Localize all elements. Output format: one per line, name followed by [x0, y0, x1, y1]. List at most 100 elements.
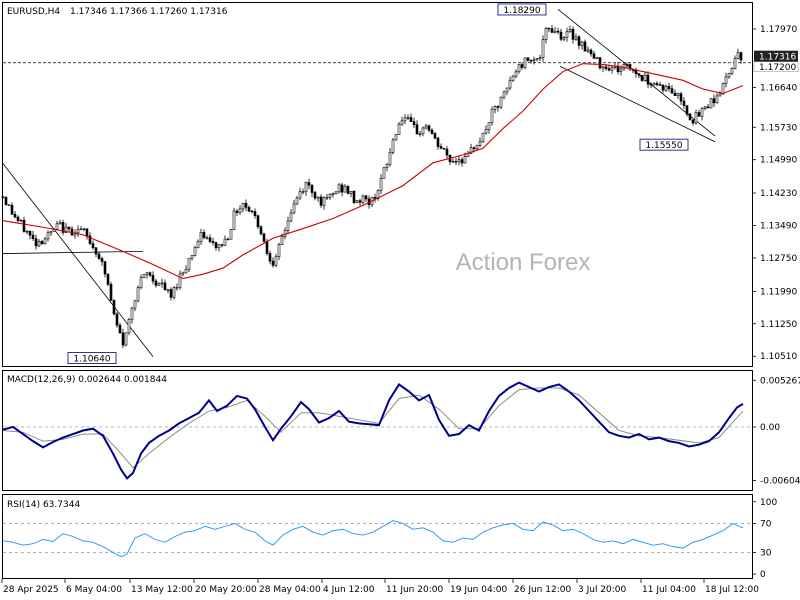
- candle-body: [655, 83, 659, 86]
- candle-body: [472, 147, 476, 150]
- candle-body: [244, 203, 248, 208]
- x-tick-label: 13 May 12:00: [131, 585, 193, 595]
- candle-body: [715, 95, 719, 104]
- macd-y-axis: 0.005267 0.00 -0.00604: [752, 376, 800, 486]
- candle-body: [67, 226, 71, 230]
- candle-body: [133, 300, 137, 309]
- x-tick-label: 11 Jul 04:00: [642, 585, 696, 595]
- x-tick-label: 6 May 04:00: [66, 585, 122, 595]
- candle-body: [259, 226, 263, 235]
- candle-body: [394, 134, 398, 141]
- price-candles: [1, 24, 743, 348]
- price-panel-frame: [2, 2, 753, 367]
- macd-main-line: [2, 381, 744, 480]
- candle-body: [361, 195, 365, 203]
- candle-body: [349, 191, 353, 194]
- candle-body: [274, 256, 278, 266]
- candle-body: [541, 39, 545, 59]
- candle-body: [640, 74, 644, 81]
- rsi-y-axis: 100 70 30 0: [752, 498, 777, 580]
- candle-body: [58, 222, 62, 225]
- candle-body: [487, 122, 491, 130]
- candle-body: [403, 117, 407, 122]
- channel-line: [2, 250, 144, 254]
- candle-body: [382, 167, 386, 179]
- macd-lines: [2, 381, 744, 480]
- candle-body: [664, 86, 668, 91]
- y-tick-label: 1.10510: [760, 352, 797, 362]
- candle-body: [271, 260, 275, 266]
- candle-body: [328, 194, 332, 198]
- x-tick-label: 4 Jun 12:00: [323, 585, 375, 595]
- candle-body: [610, 67, 614, 71]
- candle-body: [583, 41, 587, 52]
- candle-body: [649, 83, 653, 86]
- candle-body: [439, 146, 443, 149]
- x-tick-label: 3 Jul 20:00: [578, 585, 627, 595]
- candle-body: [547, 27, 551, 30]
- candle-body: [451, 161, 455, 163]
- candle-body: [412, 121, 416, 125]
- candle-body: [25, 230, 29, 233]
- candle-body: [4, 197, 8, 205]
- candle-body: [295, 197, 299, 205]
- moving-average-line: [2, 63, 744, 280]
- candle-body: [607, 68, 611, 71]
- candle-body: [202, 232, 206, 239]
- ohlc-header: 1.17346 1.17366 1.17260 1.17316: [70, 7, 228, 17]
- candle-body: [526, 57, 530, 61]
- candle-body: [376, 190, 380, 199]
- candle-body: [64, 226, 68, 233]
- candle-body: [544, 27, 548, 40]
- x-tick-label: 28 Apr 2025: [3, 585, 59, 595]
- candle-body: [433, 133, 437, 139]
- candle-body: [7, 204, 11, 206]
- candle-body: [136, 287, 140, 302]
- price-y-axis: 1.17970 1.16640 1.15730 1.14990 1.14230 1.134…: [752, 25, 799, 362]
- candle-body: [619, 68, 623, 72]
- current-price-label: 1.17316: [759, 53, 796, 63]
- candle-body: [94, 247, 98, 255]
- candle-body: [427, 125, 431, 131]
- candle-body: [208, 237, 212, 242]
- x-tick-label: 26 Jun 12:00: [514, 585, 571, 595]
- candle-body: [211, 241, 215, 243]
- candle-body: [121, 332, 125, 346]
- y-tick-label: 1.16640: [760, 83, 797, 93]
- candle-body: [358, 200, 362, 203]
- annotation-label: 1.18290: [503, 6, 540, 16]
- candle-body: [586, 49, 590, 52]
- candle-body: [397, 123, 401, 135]
- channel-line: [559, 65, 716, 143]
- rsi-panel-frame: [2, 494, 753, 579]
- candle-body: [520, 64, 524, 68]
- candle-body: [559, 31, 563, 40]
- candle-body: [55, 223, 59, 230]
- candle-body: [88, 235, 92, 244]
- y-tick-label: 1.14230: [760, 189, 797, 199]
- candle-body: [454, 161, 458, 163]
- candle-body: [145, 272, 149, 275]
- candle-body: [499, 96, 503, 108]
- candle-body: [511, 75, 515, 81]
- candle-body: [241, 203, 245, 210]
- rsi-tick-label: 100: [760, 498, 777, 508]
- candle-body: [148, 272, 152, 276]
- candle-body: [322, 197, 326, 206]
- candle-body: [217, 244, 221, 249]
- candle-body: [331, 193, 335, 195]
- candle-body: [514, 71, 518, 77]
- candle-body: [100, 258, 104, 262]
- candle-body: [196, 241, 200, 248]
- candle-body: [268, 253, 272, 262]
- annotation-box: [497, 3, 547, 16]
- candle-body: [706, 106, 710, 109]
- candle-body: [532, 59, 536, 62]
- candle-body: [691, 119, 695, 124]
- candle-body: [400, 120, 404, 125]
- annotation-box: [639, 138, 689, 151]
- candle-body: [589, 49, 593, 55]
- candle-body: [166, 289, 170, 291]
- candle-body: [313, 192, 317, 199]
- candle-body: [184, 268, 188, 274]
